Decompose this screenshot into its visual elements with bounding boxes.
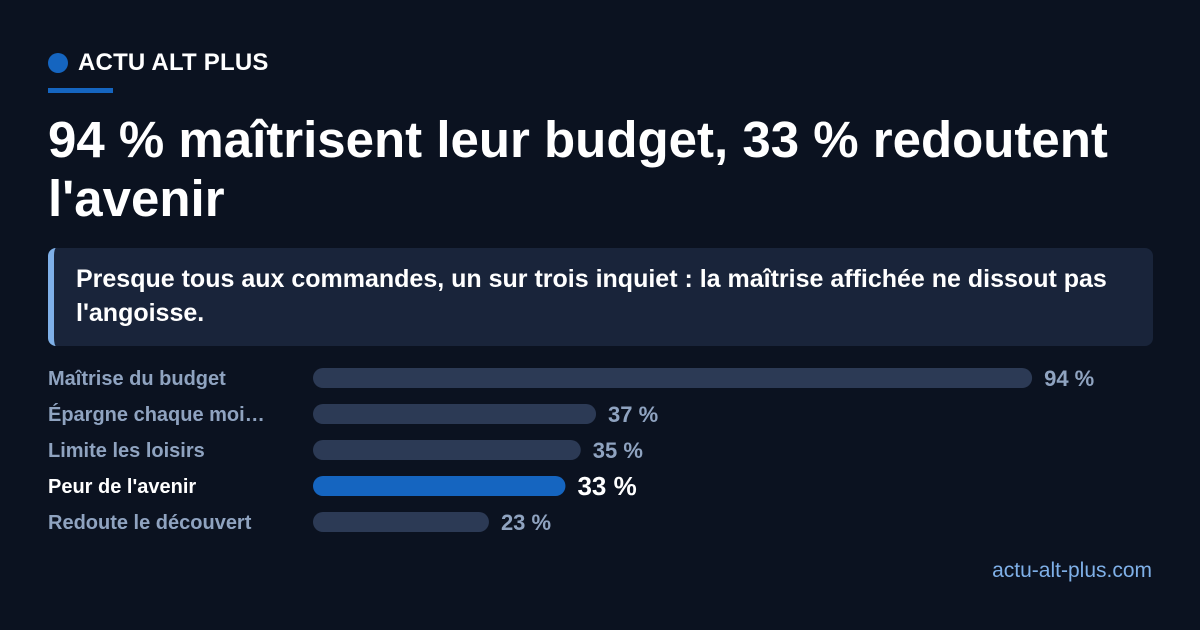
- value-label: 33 %: [577, 471, 636, 501]
- category-label: Épargne chaque moi…: [48, 403, 265, 426]
- headline: 94 % maîtrisent leur budget, 33 % redout…: [48, 111, 1108, 227]
- value-label: 23 %: [501, 510, 551, 535]
- brand-underline: [48, 88, 113, 93]
- bar: [313, 404, 597, 424]
- site-url[interactable]: actu-alt-plus.com: [992, 559, 1152, 582]
- subtitle-callout: Presque tous aux commandes, un sur trois…: [48, 248, 1153, 346]
- value-label: 35 %: [593, 438, 643, 463]
- brand-dot-icon: [48, 53, 68, 73]
- bar: [313, 476, 566, 496]
- bar: [313, 440, 581, 460]
- bar: [313, 368, 1033, 388]
- value-label: 94 %: [1044, 366, 1094, 391]
- bar: [313, 512, 489, 532]
- brand-name: ACTU ALT PLUS: [78, 49, 269, 76]
- category-label: Maîtrise du budget: [48, 368, 226, 390]
- category-label: Redoute le découvert: [48, 512, 252, 534]
- category-label: Peur de l'avenir: [48, 476, 196, 498]
- brand: ACTU ALT PLUS: [48, 48, 269, 78]
- category-label: Limite les loisirs: [48, 440, 205, 462]
- value-label: 37 %: [608, 402, 658, 427]
- subtitle-text: Presque tous aux commandes, un sur trois…: [76, 265, 1107, 327]
